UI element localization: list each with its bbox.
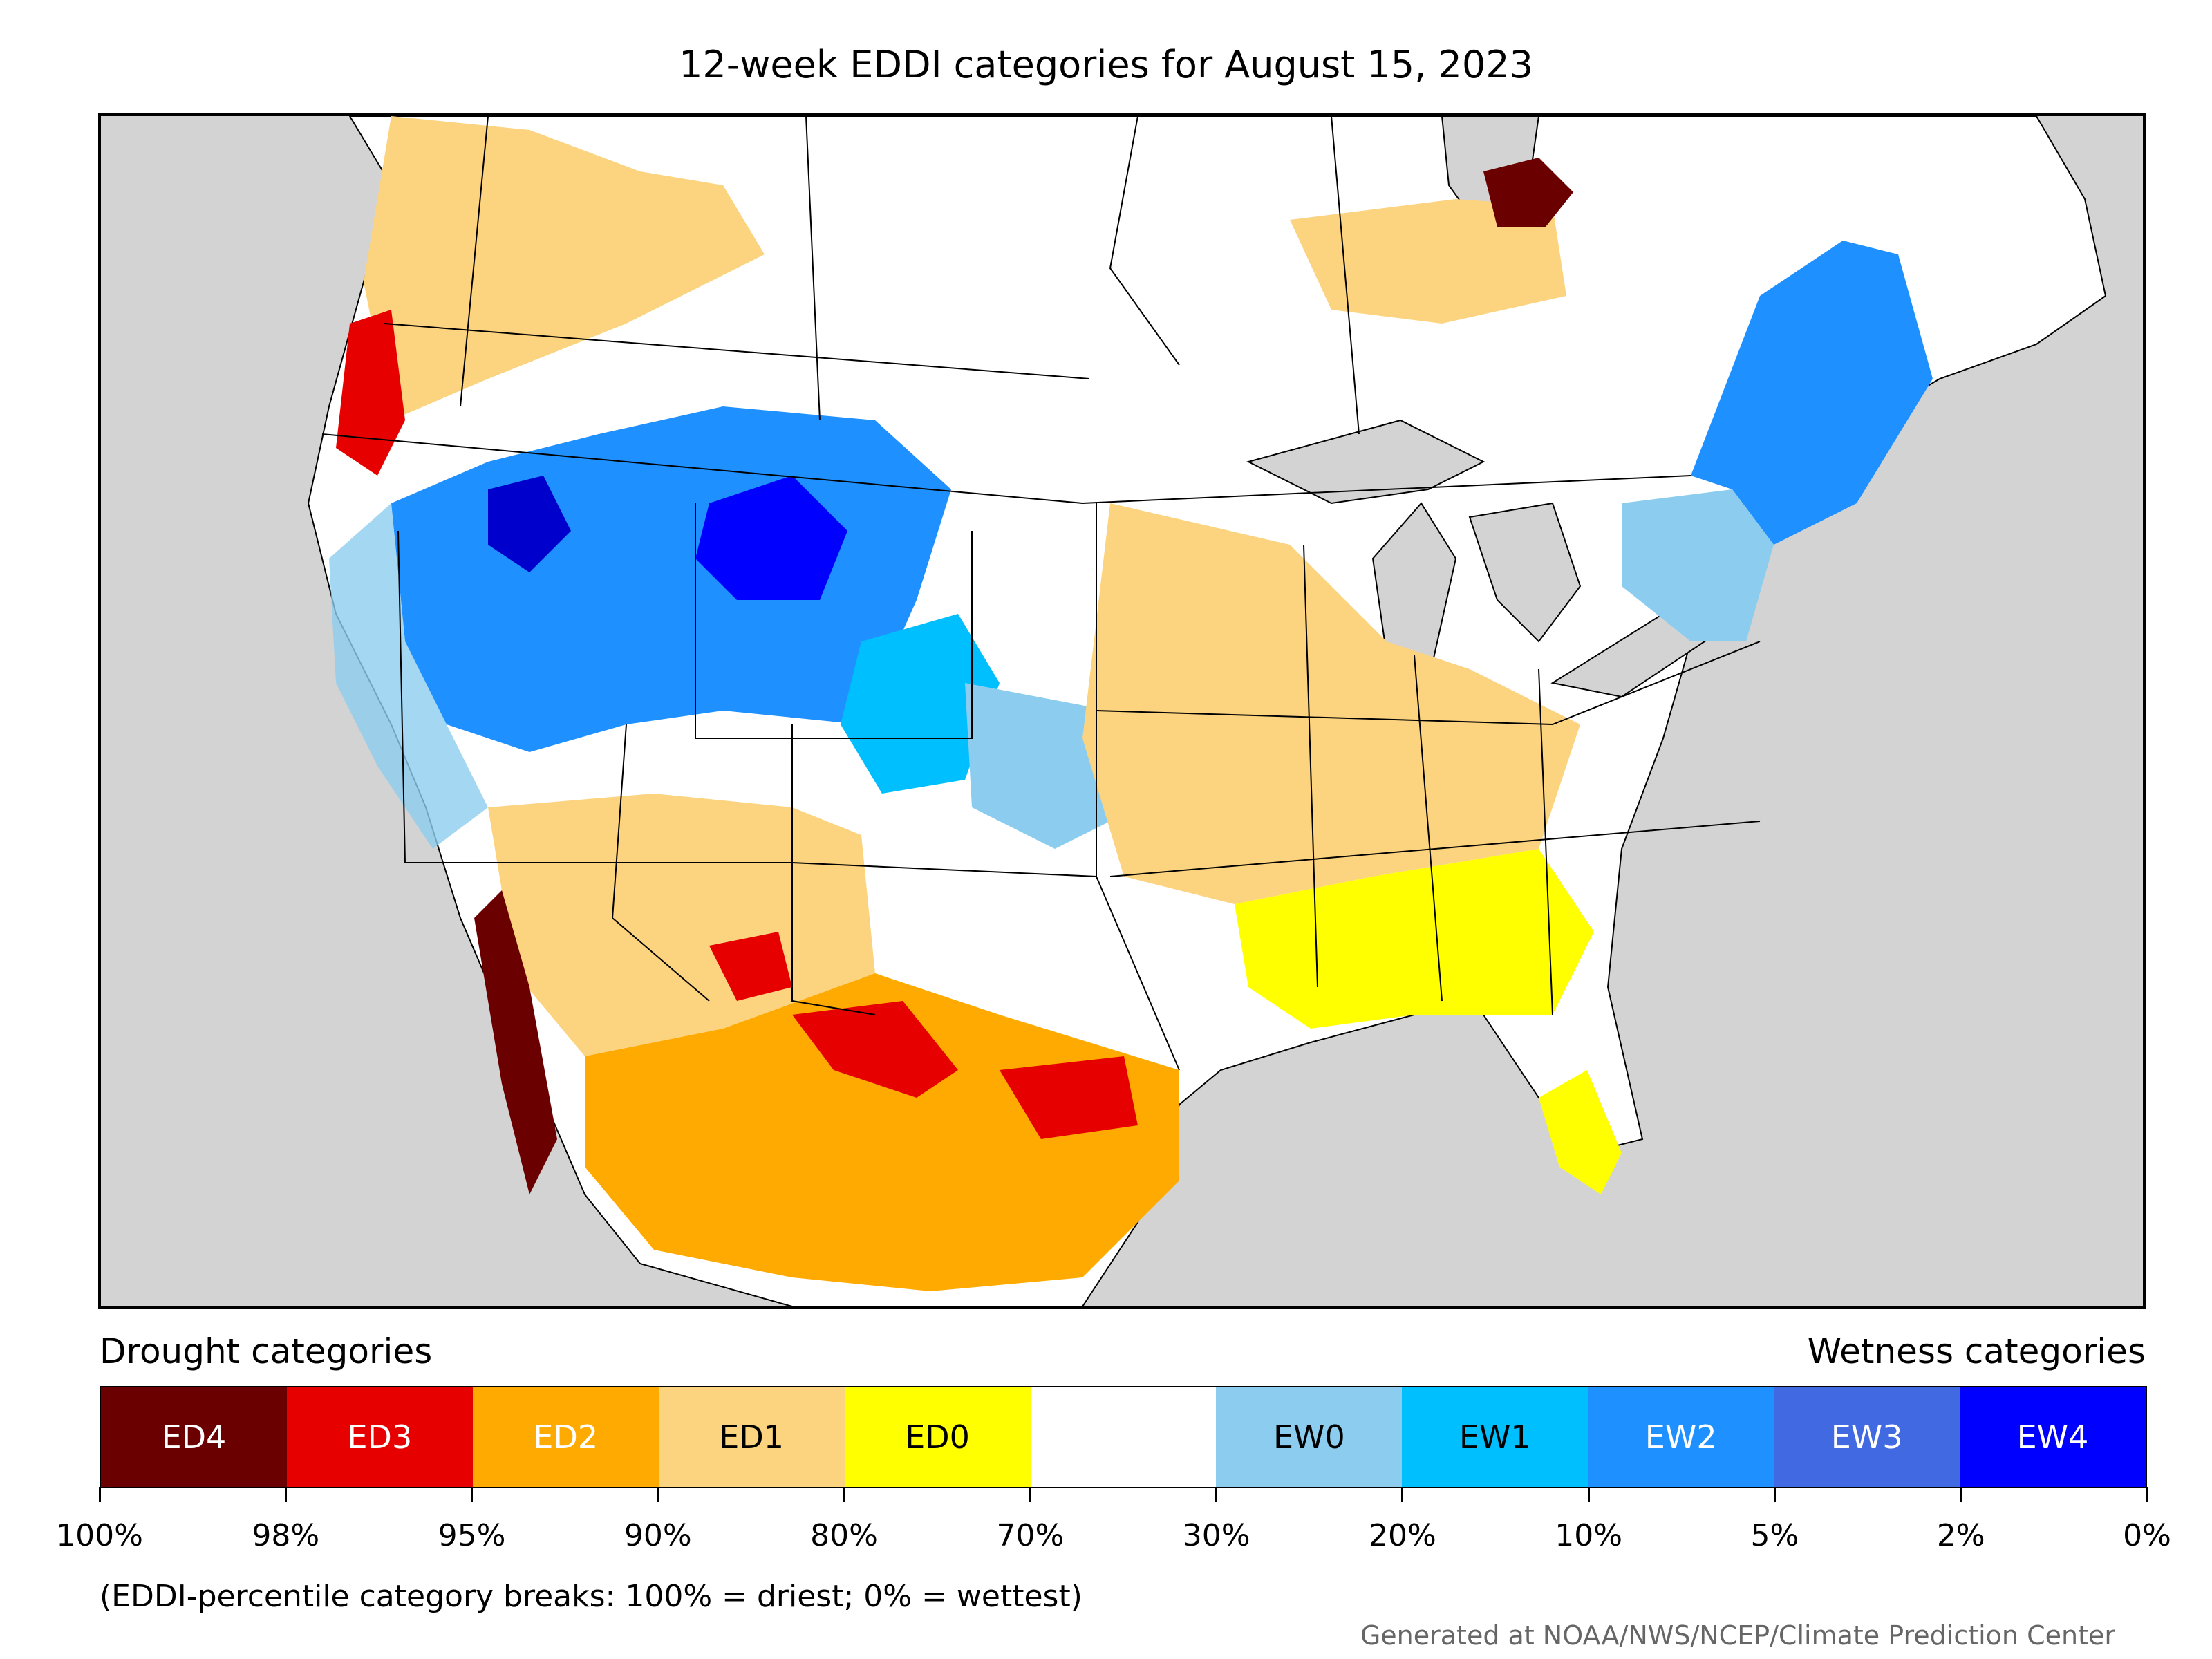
region-southwest-ed2 (585, 973, 1179, 1291)
colorbar-tick (1215, 1487, 1218, 1502)
colorbar-tick-label: 30% (1182, 1518, 1250, 1553)
colorbar-tick-label: 20% (1369, 1518, 1436, 1553)
colorbar-tick (1773, 1487, 1776, 1502)
wetness-categories-heading: Wetness categories (1807, 1331, 2146, 1371)
region-northeast-ew2 (1691, 241, 1933, 545)
colorbar-cell-ew1: EW1 (1402, 1387, 1588, 1487)
colorbar-tick (1401, 1487, 1404, 1502)
credit-line: Generated at NOAA/NWS/NCEP/Climate Predi… (1360, 1620, 2115, 1651)
region-ontario-ed4 (1483, 158, 1573, 227)
colorbar-tick (1587, 1487, 1590, 1502)
region-arizona-ed3 (709, 932, 792, 1001)
great-lakes (1246, 419, 1706, 698)
region-baja-ed4 (474, 890, 557, 1194)
region-northwest-ed1 (364, 116, 765, 420)
region-idaho-ew4 (488, 476, 571, 572)
colorbar-tick-label: 0% (2123, 1518, 2171, 1553)
colorbar-tick-label: 98% (252, 1518, 320, 1553)
colorbar-cell-ed4: ED4 (101, 1387, 287, 1487)
category-colorbar: ED4 ED3 ED2 ED1 ED0 EW0 EW1 EW2 EW3 EW4 (100, 1386, 2147, 1488)
region-pnw-ed3 (336, 310, 405, 476)
drought-categories-heading: Drought categories (100, 1331, 433, 1371)
colorbar-tick (1029, 1487, 1031, 1502)
colorbar-tick (843, 1487, 845, 1502)
region-florida-ed0 (1539, 1070, 1622, 1194)
region-texas-ed3 (792, 1001, 1138, 1139)
colorbar-cell-ew3: EW3 (1774, 1387, 1960, 1487)
colorbar-tick-label: 80% (810, 1518, 878, 1553)
colorbar-cell-ed2: ED2 (472, 1387, 659, 1487)
region-wyoming-ew4 (695, 476, 847, 600)
colorbar-cell-ew2: EW2 (1588, 1387, 1774, 1487)
state-borders (321, 116, 1761, 1071)
map-area (98, 113, 2146, 1309)
colorbar-tick-label: 95% (438, 1518, 506, 1553)
colorbar-cell-ew4: EW4 (1960, 1387, 2146, 1487)
eddi-map (307, 116, 2107, 1306)
colorbar-tick-label: 70% (996, 1518, 1065, 1553)
colorbar-cell-normal (1030, 1387, 1217, 1487)
colorbar-tick (284, 1487, 287, 1502)
colorbar-cell-ed1: ED1 (658, 1387, 845, 1487)
colorbar-tick-label: 10% (1555, 1518, 1623, 1553)
colorbar-tick-label: 100% (56, 1518, 143, 1553)
colorbar-tick (657, 1487, 659, 1502)
colorbar-tick (1960, 1487, 1962, 1502)
colorbar-tick (98, 1487, 101, 1502)
percentile-note: (EDDI-percentile category breaks: 100% =… (100, 1579, 1082, 1614)
colorbar-tick-label: 5% (1750, 1518, 1799, 1553)
colorbar-tick (2146, 1487, 2148, 1502)
colorbar-tick-label: 2% (1936, 1518, 1985, 1553)
colorbar-tick (471, 1487, 474, 1502)
colorbar-cell-ed3: ED3 (286, 1387, 473, 1487)
region-south-ed0 (1235, 849, 1594, 1029)
colorbar-cell-ew0: EW0 (1216, 1387, 1403, 1487)
region-midwest-ed1 (1082, 503, 1580, 904)
colorbar-tick-label: 90% (624, 1518, 692, 1553)
colorbar-cell-ed0: ED0 (844, 1387, 1031, 1487)
region-northeast-ew0 (1622, 489, 1774, 641)
region-colorado-ew1 (841, 614, 1000, 794)
colorbar-ticks (98, 1487, 2148, 1508)
region-rockies-ew0 (329, 503, 488, 849)
region-canada-ed1 (1290, 199, 1566, 324)
map-title: 12-week EDDI categories for August 15, 2… (679, 43, 1533, 86)
